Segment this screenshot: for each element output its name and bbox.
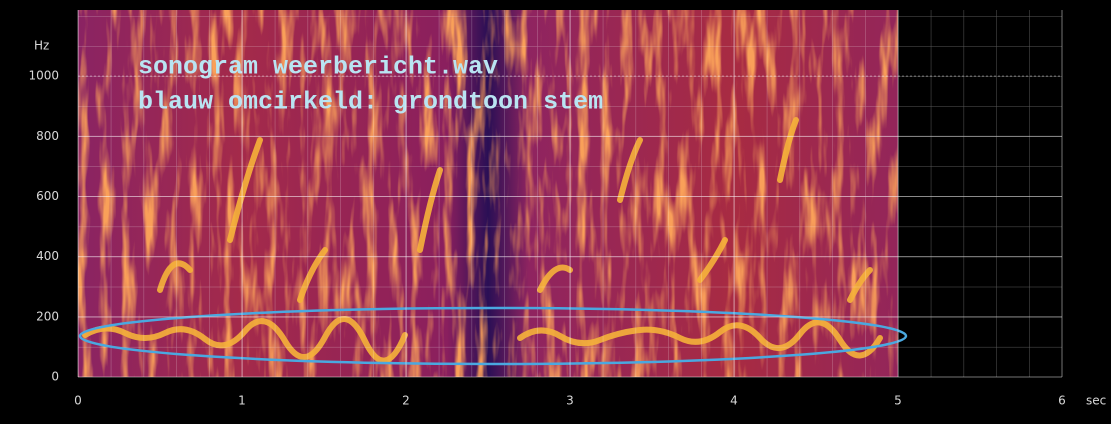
y-axis-label: Hz (34, 39, 49, 53)
y-tick-label: 0 (51, 370, 59, 384)
x-tick-label: 5 (894, 394, 902, 408)
x-axis-label: sec (1086, 394, 1106, 408)
x-tick-label: 6 (1058, 394, 1066, 408)
page: {"chart_data": { "type": "spectrogram", … (0, 0, 1111, 420)
x-tick-label: 4 (730, 394, 738, 408)
annotation: blauw omcirkeld: grondtoon stem (138, 88, 603, 117)
y-tick-label: 400 (36, 249, 59, 263)
x-tick-label: 2 (402, 394, 410, 408)
y-tick-label: 1000 (28, 69, 59, 83)
x-tick-label: 0 (74, 394, 82, 408)
y-tick-label: 200 (36, 309, 59, 323)
chart: sonogram weerbericht.wav blauw omcirkeld… (0, 0, 1111, 420)
annotation: sonogram weerbericht.wav (138, 53, 498, 82)
y-tick-label: 600 (36, 189, 59, 203)
x-tick-label: 1 (238, 394, 246, 408)
y-tick-label: 800 (36, 129, 59, 143)
x-tick-label: 3 (566, 394, 574, 408)
